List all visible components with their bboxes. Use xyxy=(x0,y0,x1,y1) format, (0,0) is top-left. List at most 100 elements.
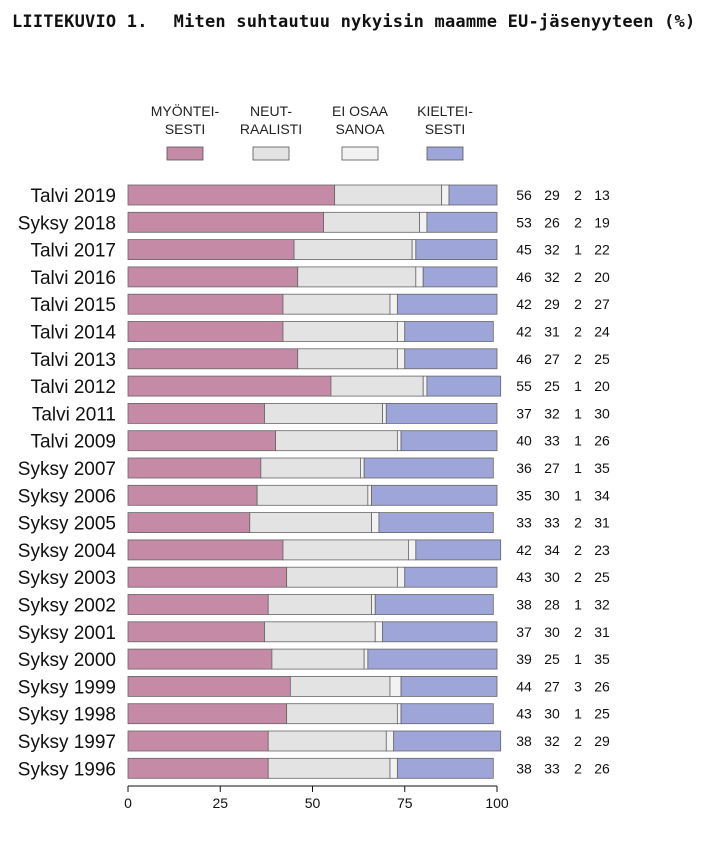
bar-segment xyxy=(293,239,413,261)
value-label: 25 xyxy=(544,378,560,394)
value-label: 2 xyxy=(574,733,582,749)
bar-segment xyxy=(297,348,398,370)
value-label: 26 xyxy=(544,214,560,230)
category-label: Syksy 2000 xyxy=(18,650,116,671)
bar-segment xyxy=(286,566,398,588)
value-label: 2 xyxy=(574,624,582,640)
category-label: Talvi 2012 xyxy=(30,377,116,398)
value-label: 35 xyxy=(594,460,610,476)
bar-segment xyxy=(127,457,262,479)
value-label: 1 xyxy=(574,651,582,667)
value-label: 45 xyxy=(516,242,532,258)
bar-segment xyxy=(127,676,291,697)
bar-segment xyxy=(267,730,387,752)
bar-segment xyxy=(367,484,372,506)
bar-segment xyxy=(127,184,336,206)
bar-segment xyxy=(374,594,494,615)
value-label: 42 xyxy=(516,324,532,340)
value-label: 22 xyxy=(594,242,610,258)
value-label: 34 xyxy=(544,542,560,558)
bar-segment xyxy=(400,676,498,697)
bar-segment xyxy=(127,293,284,315)
bar-segment xyxy=(127,266,299,288)
bar-segment xyxy=(367,648,498,670)
value-label: 1 xyxy=(574,433,582,449)
value-label: 56 xyxy=(516,187,532,203)
x-tick-label: 100 xyxy=(485,795,509,811)
bar-segment xyxy=(127,539,284,561)
bar-segment xyxy=(448,184,498,206)
category-label: Talvi 2011 xyxy=(32,404,116,425)
category-label: Syksy 2001 xyxy=(18,623,116,644)
bar-segment xyxy=(282,321,398,342)
bar-segment xyxy=(404,566,498,588)
value-label: 29 xyxy=(544,296,560,312)
bar-segment xyxy=(382,621,498,643)
value-label: 43 xyxy=(516,706,532,722)
category-label: Talvi 2015 xyxy=(30,295,116,316)
category-label: Syksy 2007 xyxy=(18,459,116,480)
value-label: 35 xyxy=(594,651,610,667)
value-label: 2 xyxy=(574,187,582,203)
bar-segment xyxy=(127,648,273,670)
legend-label: RAALISTI xyxy=(240,121,302,137)
bar-segment xyxy=(127,566,288,588)
value-label: 27 xyxy=(544,460,560,476)
bar-segment xyxy=(264,402,384,424)
category-label: Syksy 1999 xyxy=(18,677,116,698)
bar-segment xyxy=(127,321,284,342)
category-label: Syksy 1996 xyxy=(18,759,116,780)
category-labels: Talvi 2019 Syksy 2018 Talvi 2017 Talvi 2016… xyxy=(18,186,117,780)
bar-segment xyxy=(267,757,391,779)
value-label: 25 xyxy=(594,569,610,585)
category-label: Talvi 2016 xyxy=(30,268,116,289)
value-label: 1 xyxy=(574,378,582,394)
value-label: 53 xyxy=(516,214,532,230)
bar-segment xyxy=(408,539,417,561)
bar-segment xyxy=(411,239,417,261)
value-label: 1 xyxy=(574,706,582,722)
bar-segment xyxy=(419,211,428,233)
category-label: Syksy 2006 xyxy=(18,486,116,507)
value-label: 32 xyxy=(594,597,610,613)
value-label: 33 xyxy=(544,515,560,531)
category-label: Talvi 2017 xyxy=(30,241,116,262)
bar-segment xyxy=(360,457,365,479)
value-label: 37 xyxy=(516,624,532,640)
bar-segment xyxy=(389,293,398,315)
value-label: 1 xyxy=(574,487,582,503)
category-label: Syksy 1997 xyxy=(18,732,116,753)
bar-segment xyxy=(385,730,395,752)
value-label: 27 xyxy=(544,678,560,694)
legend-label: SESTI xyxy=(425,121,465,137)
value-label: 2 xyxy=(574,542,582,558)
bar-segment xyxy=(127,703,288,725)
value-label: 35 xyxy=(516,487,532,503)
value-label: 32 xyxy=(544,733,560,749)
bar-segment xyxy=(393,730,502,752)
x-tick-label: 25 xyxy=(212,795,228,811)
value-label: 38 xyxy=(516,760,532,776)
bar-segment xyxy=(256,484,369,506)
value-label: 32 xyxy=(544,242,560,258)
category-label: Syksy 2002 xyxy=(18,596,116,617)
value-label: 36 xyxy=(516,460,532,476)
bar-segment xyxy=(396,430,402,452)
bar-segment xyxy=(371,594,376,615)
value-label: 3 xyxy=(574,678,582,694)
bar-segment xyxy=(396,293,498,315)
value-label: 2 xyxy=(574,515,582,531)
bar-segment xyxy=(400,703,494,725)
bar-segment xyxy=(396,321,406,342)
value-label: 30 xyxy=(594,405,610,421)
figure-title: LIITEKUVIO 1. Miten suhtautuu nykyisin ma… xyxy=(12,12,695,32)
bar-segment xyxy=(404,348,498,370)
value-label: 2 xyxy=(574,324,582,340)
bar-segment xyxy=(286,703,398,725)
value-label: 1 xyxy=(574,597,582,613)
bar-segment xyxy=(282,293,391,315)
value-label: 26 xyxy=(594,760,610,776)
category-label: Talvi 2019 xyxy=(30,186,116,207)
